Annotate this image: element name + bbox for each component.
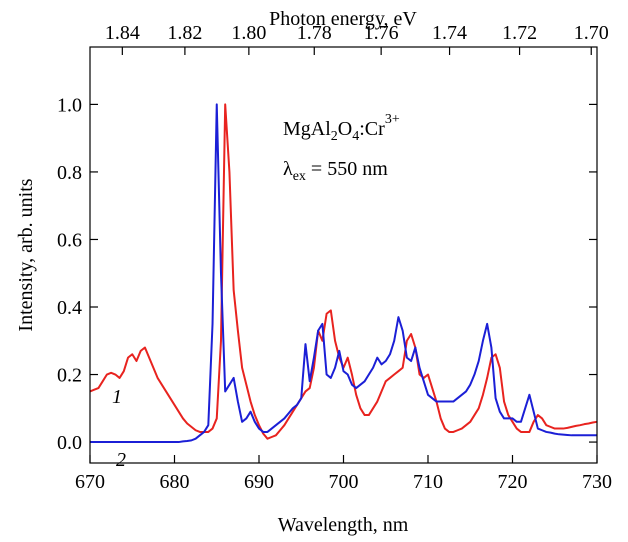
x-axis-label: Wavelength, nm	[278, 514, 409, 536]
x2-tick-label: 1.74	[432, 22, 467, 44]
annotation-part: ex	[293, 169, 306, 184]
x2-tick-label: 1.72	[502, 22, 537, 44]
annotation: MgAl2O4:Cr3+	[283, 112, 400, 144]
annotation-part: MgAl	[283, 118, 331, 140]
x-tick-label: 690	[244, 471, 274, 493]
x2-axis-label: Photon energy, eV	[269, 8, 417, 30]
x2-tick-label: 1.70	[574, 22, 609, 44]
x2-tick-label: 1.82	[167, 22, 202, 44]
annotation-part: 4	[352, 129, 359, 144]
annotation-part: 2	[331, 129, 338, 144]
y-tick-label: 1.0	[57, 94, 82, 116]
y-tick-label: 0.4	[57, 297, 82, 319]
x-tick-label: 730	[582, 471, 612, 493]
x2-tick-label: 1.84	[105, 22, 140, 44]
y-tick-label: 0.0	[57, 432, 82, 454]
y-tick-label: 0.6	[57, 229, 82, 251]
annotation: λex = 550 nm	[283, 158, 388, 184]
series-label: 2	[116, 449, 126, 471]
x2-tick-label: 1.78	[297, 22, 332, 44]
line-series	[89, 103, 598, 440]
x-tick-label: 700	[329, 471, 359, 493]
annotation-part: 3+	[385, 112, 400, 127]
x-tick-label: 680	[160, 471, 190, 493]
series-label: 1	[112, 386, 122, 408]
annotation-part: = 550 nm	[306, 158, 388, 180]
x2-tick-label: 1.80	[231, 22, 266, 44]
x-tick-label: 720	[498, 471, 528, 493]
y-tick-label: 0.8	[57, 162, 82, 184]
annotation-part: O	[338, 118, 352, 140]
x-tick-label: 670	[75, 471, 105, 493]
y-axis-label: Intensity, arb. units	[15, 178, 37, 331]
plot-frame	[89, 46, 598, 464]
annotation-part: λ	[283, 158, 293, 180]
y-tick-label: 0.2	[57, 365, 82, 387]
x-tick-label: 710	[413, 471, 443, 493]
line-series	[90, 103, 597, 444]
annotation-part: :Cr	[359, 118, 385, 140]
x2-tick-label: 1.76	[364, 22, 399, 44]
